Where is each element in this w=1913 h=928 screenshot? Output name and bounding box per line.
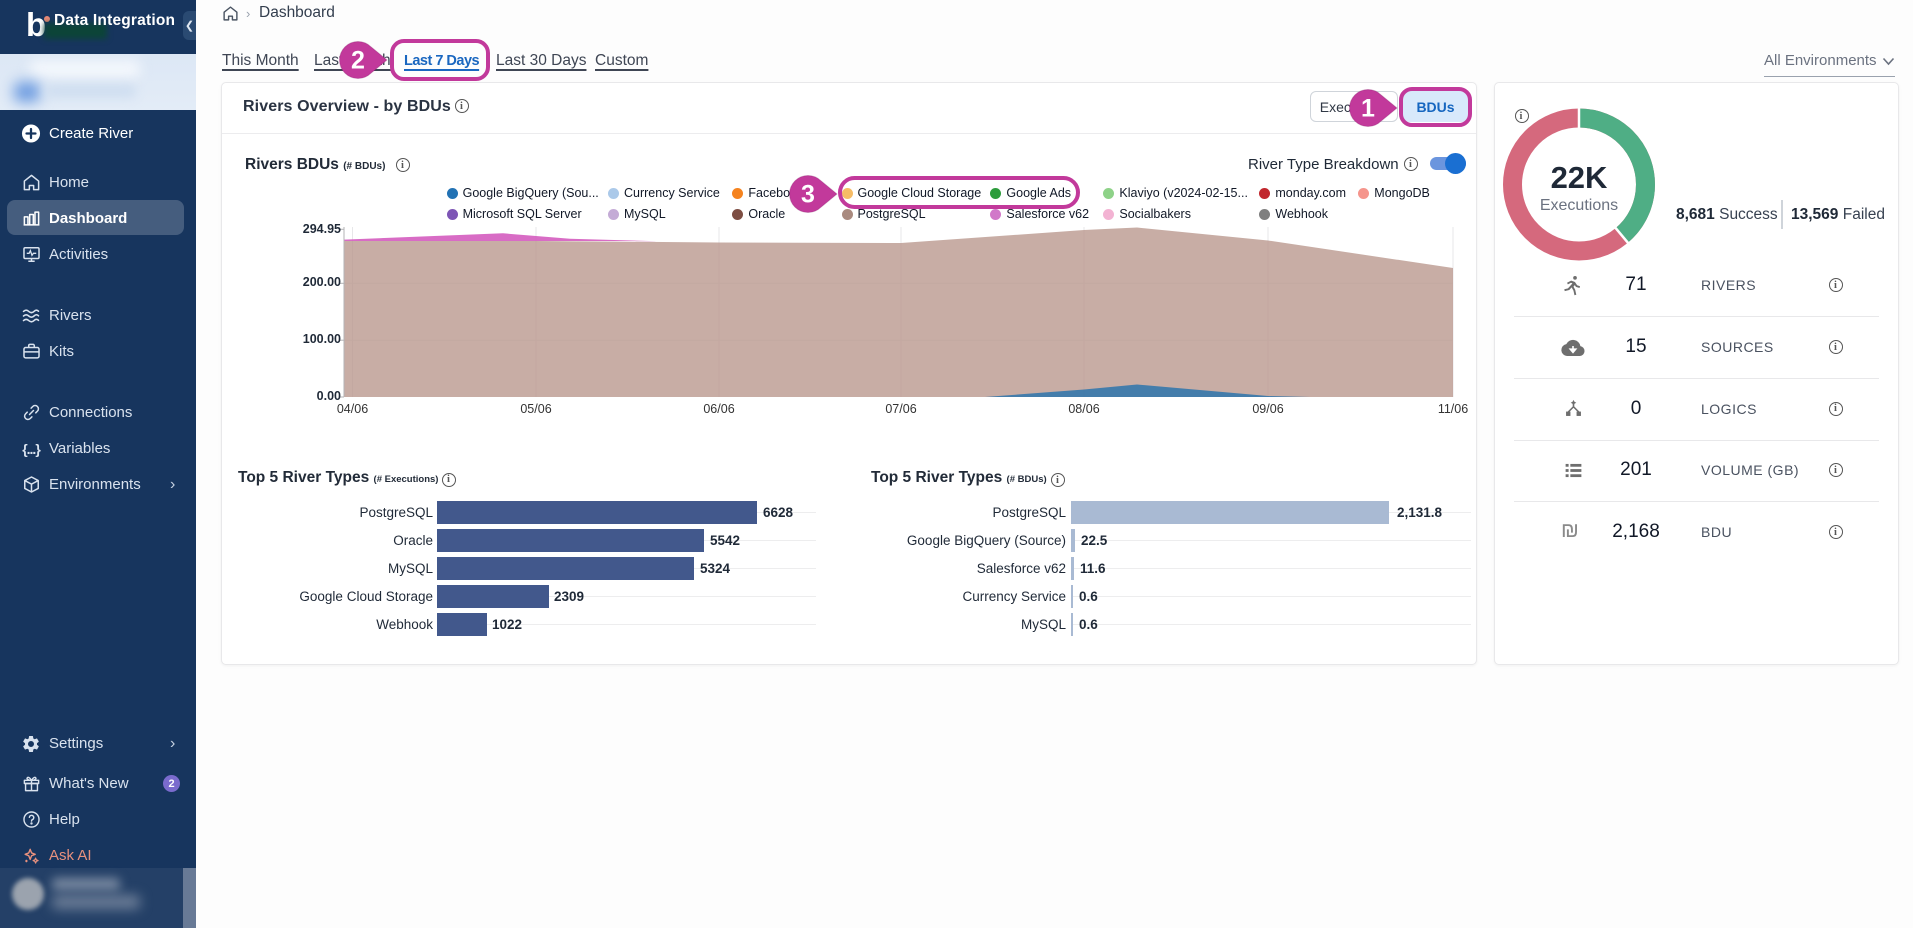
svg-text:1: 1 (1361, 94, 1375, 122)
svg-text:3: 3 (801, 181, 815, 209)
svg-text:2: 2 (351, 47, 365, 75)
